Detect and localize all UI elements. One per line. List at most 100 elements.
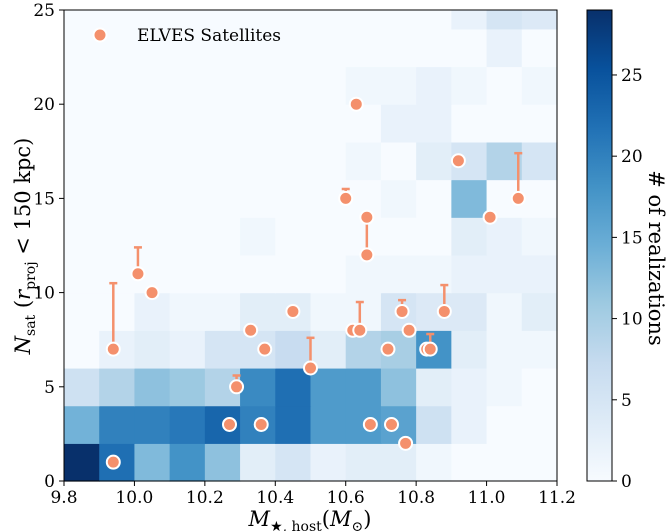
x-tick-label: 10.2 [186, 488, 224, 508]
heatmap-cell [99, 254, 136, 294]
heatmap-cell [521, 443, 558, 482]
heatmap-cell [169, 443, 206, 482]
heatmap-cell [416, 66, 452, 105]
colorbar-tick-label: 5 [621, 391, 632, 411]
heatmap-cell [486, 104, 523, 143]
heatmap-cell [310, 10, 347, 30]
heatmap-cell [240, 141, 276, 181]
heatmap-cell [451, 292, 488, 331]
heatmap-cell [64, 254, 100, 294]
heatmap-cell [275, 443, 312, 482]
heatmap-cell [451, 28, 488, 68]
heatmap-cell [486, 292, 523, 331]
heatmap-cell [345, 141, 382, 181]
satellite-point [338, 190, 354, 206]
heatmap-cell [416, 28, 452, 68]
heatmap-cell [204, 217, 241, 256]
heatmap-cell [521, 141, 558, 181]
heatmap-cell [486, 28, 523, 68]
heatmap-cell [380, 66, 417, 105]
heatmap-cell [345, 104, 382, 143]
legend: ELVES Satellites [92, 26, 281, 46]
heatmap-cell [451, 217, 488, 256]
heatmap-cell [310, 330, 347, 369]
heatmap-cell [64, 66, 100, 105]
heatmap-cell [169, 141, 206, 181]
heatmap-cell [521, 254, 558, 294]
satellite-point [362, 416, 378, 432]
satellite-point [222, 416, 238, 432]
heatmap-cells [64, 10, 558, 482]
heatmap-cell [521, 217, 558, 256]
heatmap-cell [134, 217, 171, 256]
heatmap-cell [169, 66, 206, 105]
heatmap-cell [64, 179, 100, 218]
heatmap-cell [169, 367, 206, 407]
heatmap-cell [416, 217, 452, 256]
heatmap-cell [310, 66, 347, 105]
heatmap-cell [99, 405, 136, 444]
satellite-point [394, 303, 410, 319]
heatmap-cell [345, 10, 382, 30]
heatmap-cell [134, 330, 171, 369]
heatmap-cell [99, 367, 136, 407]
satellite-point [359, 209, 375, 225]
satellite-point [482, 209, 498, 225]
heatmap-cell [169, 104, 206, 143]
heatmap-cell [416, 179, 452, 218]
satellite-point [130, 266, 146, 282]
heatmap-cell [99, 292, 136, 331]
y-tick-label: 20 [33, 95, 55, 115]
heatmap-cell [64, 104, 100, 143]
y-tick-label: 0 [44, 472, 55, 492]
heatmap-cell [486, 66, 523, 105]
heatmap-cell [416, 443, 452, 482]
heatmap-cell [204, 254, 241, 294]
heatmap-cell [204, 141, 241, 181]
heatmap-cell [310, 104, 347, 143]
heatmap-cell [240, 217, 276, 256]
heatmap-cell [310, 405, 347, 444]
satellite-point [383, 416, 399, 432]
colorbar-tick-label: 25 [621, 66, 643, 86]
heatmap-cell [521, 405, 558, 444]
heatmap-cell [486, 330, 523, 369]
heatmap-cell [521, 330, 558, 369]
heatmap-cell [204, 443, 241, 482]
plot-frame [63, 9, 558, 482]
satellite-point [450, 153, 466, 169]
heatmap-cell [521, 104, 558, 143]
heatmap-cell [64, 10, 100, 30]
heatmap-cell [169, 179, 206, 218]
heatmap-cell [451, 254, 488, 294]
heatmap-cell [486, 254, 523, 294]
heatmap-cell [521, 179, 558, 218]
heatmap-cell [240, 28, 276, 68]
heatmap-cell [380, 254, 417, 294]
heatmap-cell [169, 405, 206, 444]
heatmap-cell [169, 10, 206, 30]
heatmap-cell [99, 217, 136, 256]
heatmap-cell [64, 217, 100, 256]
satellite-point [303, 360, 318, 376]
heatmap-cell [134, 141, 171, 181]
x-tick-label: 9.8 [50, 488, 77, 508]
heatmap-cell [169, 330, 206, 369]
heatmap-cell [204, 292, 241, 331]
heatmap-cell [240, 443, 276, 482]
x-tick-label: 10.6 [327, 488, 365, 508]
heatmap-cell [134, 367, 171, 407]
heatmap-cell [345, 367, 382, 407]
heatmap-cell [310, 28, 347, 68]
heatmap-cell [416, 405, 452, 444]
y-tick-label: 25 [33, 1, 55, 21]
heatmap-cell [134, 179, 171, 218]
heatmap-cell [204, 330, 241, 369]
heatmap-cell [134, 28, 171, 68]
y-axis-label: Nsat (rproj < 150 kpc) [11, 138, 39, 356]
heatmap-cell [275, 179, 312, 218]
satellite-point [436, 303, 452, 319]
heatmap-cell [275, 28, 312, 68]
satellite-point [510, 190, 526, 206]
heatmap-cell [380, 141, 417, 181]
